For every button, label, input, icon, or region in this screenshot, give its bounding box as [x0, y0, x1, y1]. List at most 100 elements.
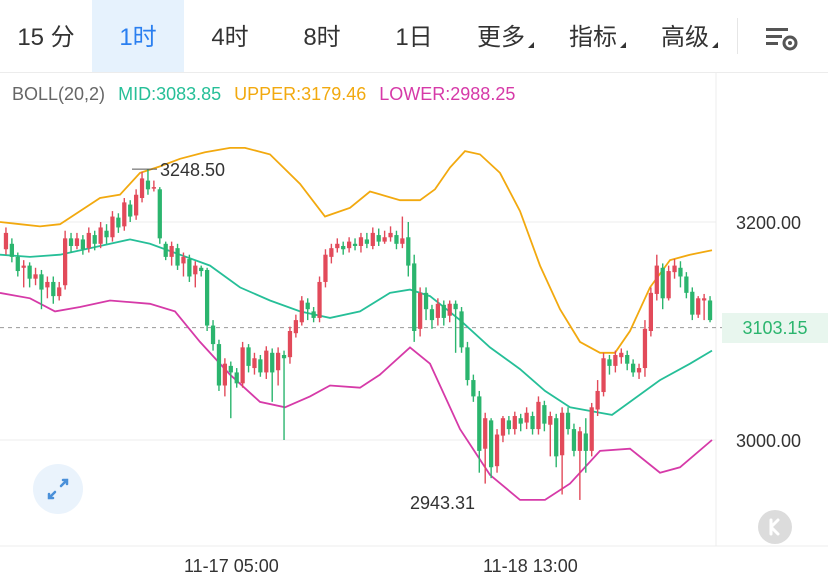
candle: [281, 350, 287, 440]
tab-advanced[interactable]: 高级: [661, 24, 709, 51]
current-price-tag: 3103.15: [722, 313, 828, 343]
candle-body: [80, 239, 86, 250]
candle: [453, 300, 458, 353]
candle: [157, 187, 162, 244]
candle: [139, 171, 145, 203]
candle-body: [636, 368, 642, 373]
boll-mid-line: [0, 238, 713, 416]
candle: [441, 300, 446, 326]
k-logo-button[interactable]: [758, 510, 792, 544]
candle: [370, 227, 375, 250]
candle: [128, 200, 133, 222]
candle: [654, 254, 659, 301]
high-price-annotation: 3248.50: [160, 160, 226, 180]
tab-8h[interactable]: 8时: [303, 24, 341, 51]
candle-body: [68, 238, 74, 246]
candle-body: [648, 292, 654, 331]
tab-15m[interactable]: 15 分: [17, 24, 75, 51]
candle-body: [133, 194, 139, 216]
header-divider: [0, 72, 828, 73]
candle-body: [630, 363, 636, 373]
candle-body: [341, 245, 346, 250]
candle-body: [619, 352, 624, 358]
candle: [690, 287, 695, 321]
tab-more[interactable]: 更多: [477, 24, 525, 51]
candle-body: [264, 350, 269, 373]
candle: [92, 230, 97, 251]
candle: [423, 287, 429, 321]
candle-body: [27, 265, 32, 279]
candle-body: [228, 365, 233, 373]
candle-body: [518, 418, 523, 424]
candle: [116, 213, 121, 233]
candle: [216, 339, 222, 391]
candle-body: [690, 291, 695, 315]
tab-4h[interactable]: 4时: [211, 24, 249, 51]
candle-body: [477, 396, 482, 451]
chart-settings-button[interactable]: [752, 14, 812, 58]
candle-body: [684, 276, 689, 293]
candle-body: [376, 235, 381, 242]
candle: [583, 418, 588, 473]
tab-1d[interactable]: 1日: [395, 24, 433, 51]
candle-body: [400, 238, 405, 244]
candle: [660, 263, 665, 310]
candle: [275, 347, 281, 386]
candle: [151, 180, 157, 192]
candle: [258, 354, 263, 377]
candle: [518, 413, 523, 432]
candle: [104, 224, 109, 244]
candle: [57, 281, 62, 301]
candle: [329, 243, 334, 264]
candle: [187, 254, 192, 282]
candle: [417, 287, 423, 337]
candle: [406, 222, 411, 277]
candle: [666, 265, 671, 301]
candle: [494, 429, 500, 473]
tab-1h[interactable]: 1时: [92, 0, 184, 72]
candle-body: [642, 328, 648, 369]
candle-body: [346, 241, 352, 249]
candle-body: [305, 302, 310, 310]
candle: [376, 228, 381, 246]
candle: [346, 237, 352, 253]
time-label-2: 11-18 13:00: [483, 556, 578, 576]
candle-body: [9, 243, 15, 257]
candle: [252, 352, 257, 375]
candle-body: [494, 434, 500, 467]
candle-body: [565, 412, 571, 430]
chart-settings-icon: [766, 28, 798, 51]
candle: [483, 412, 488, 484]
candle-body: [45, 281, 50, 288]
candle-body: [210, 325, 216, 345]
candle: [429, 304, 435, 329]
candle: [169, 241, 174, 266]
candle: [524, 407, 529, 430]
candle-body: [139, 178, 145, 199]
candle: [86, 227, 91, 253]
candle: [133, 189, 139, 220]
boll-upper-value: UPPER:3179.46: [234, 84, 367, 104]
candle-body: [370, 232, 375, 246]
candle: [234, 368, 239, 388]
candle: [311, 307, 316, 323]
candle: [630, 359, 636, 377]
boll-legend: BOLL(20,2) MID:3083.85 UPPER:3179.46 LOW…: [12, 84, 523, 105]
advanced-caret-icon: [712, 42, 718, 48]
candle: [305, 298, 310, 321]
candle-body: [246, 347, 251, 366]
candle-body: [548, 416, 553, 425]
expand-chart-button[interactable]: [33, 464, 83, 514]
candle-body: [128, 204, 133, 217]
candle: [145, 169, 151, 195]
candle: [9, 238, 15, 263]
candle-body: [625, 354, 630, 364]
candle-body: [323, 254, 328, 282]
candle-body: [358, 237, 364, 246]
k-logo-icon: [769, 518, 780, 536]
tab-indicators[interactable]: 指标: [569, 24, 617, 51]
candle: [110, 211, 115, 242]
candle-body: [412, 263, 417, 331]
candle: [210, 320, 216, 351]
